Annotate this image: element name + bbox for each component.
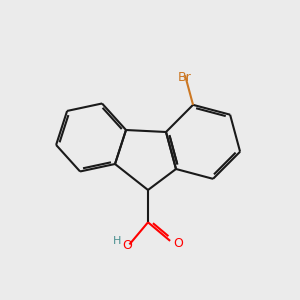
Text: O: O	[173, 237, 183, 250]
Text: O: O	[122, 239, 132, 252]
Text: H: H	[113, 236, 122, 246]
Text: Br: Br	[178, 71, 192, 84]
